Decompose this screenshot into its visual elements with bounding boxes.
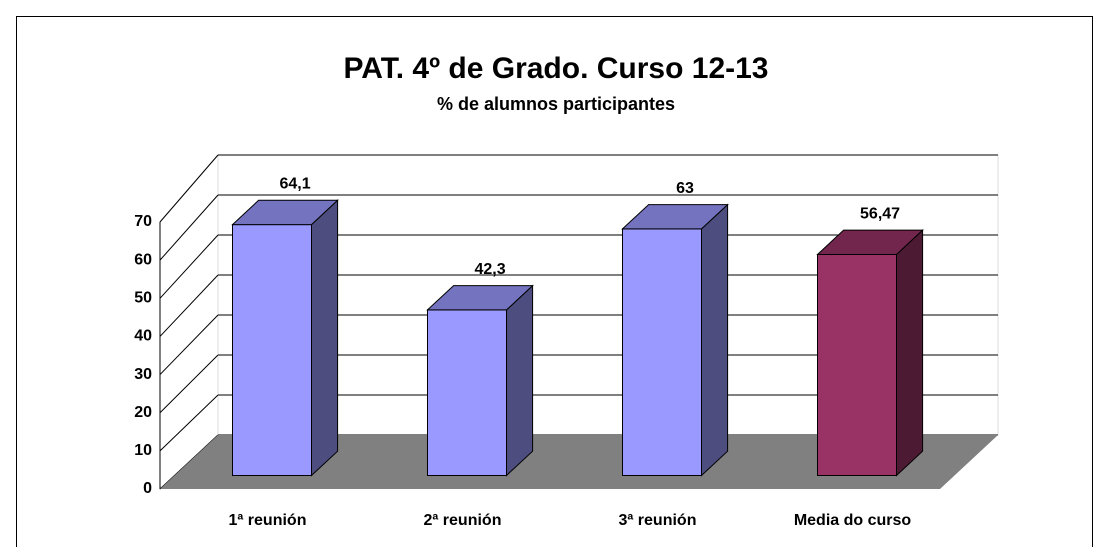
y-tick-label: 60 [134,251,152,268]
bar-front [817,253,897,476]
bar-side [896,229,924,477]
bar-top [231,199,339,226]
x-tick-label: 3ª reunión [619,512,697,529]
bar [816,229,924,477]
bar [231,199,339,477]
side-grid-line [159,314,219,375]
y-tick-label: 50 [134,290,152,307]
bar-front [622,228,702,476]
x-tick-label: 2ª reunión [424,512,502,529]
bar-top [426,285,534,311]
value-label: 56,47 [860,205,900,222]
bar-top [816,229,924,255]
bar-front [232,224,312,476]
side-grid-line [159,154,219,223]
value-label: 42,3 [474,261,505,278]
side-grid-line [159,234,219,299]
chart-subtitle: % de alumnos participantes [437,94,675,114]
bar-top [621,204,729,230]
floor [160,435,998,489]
value-label: 64,1 [279,176,310,193]
bar-side [311,199,339,477]
side-grid-line [159,194,219,261]
y-tick-label: 70 [134,213,152,230]
y-tick-label: 20 [134,404,152,421]
x-tick-label: Media do curso [794,512,912,529]
bar-side [506,284,534,477]
y-tick-label: 40 [134,328,152,345]
y-tick-label: 10 [134,442,152,459]
y-tick-label: 0 [143,480,152,497]
bar [426,284,534,477]
side-grid-line [159,274,219,337]
y-tick-label: 30 [134,366,152,383]
bar-side [701,203,729,477]
value-label: 63 [676,180,694,197]
chart-title: PAT. 4º de Grado. Curso 12-13 [344,52,769,85]
side-grid-line [159,354,219,414]
bar-front [427,309,507,476]
side-grid-line [159,394,219,452]
bar [621,203,729,477]
x-tick-label: 1ª reunión [229,512,307,529]
